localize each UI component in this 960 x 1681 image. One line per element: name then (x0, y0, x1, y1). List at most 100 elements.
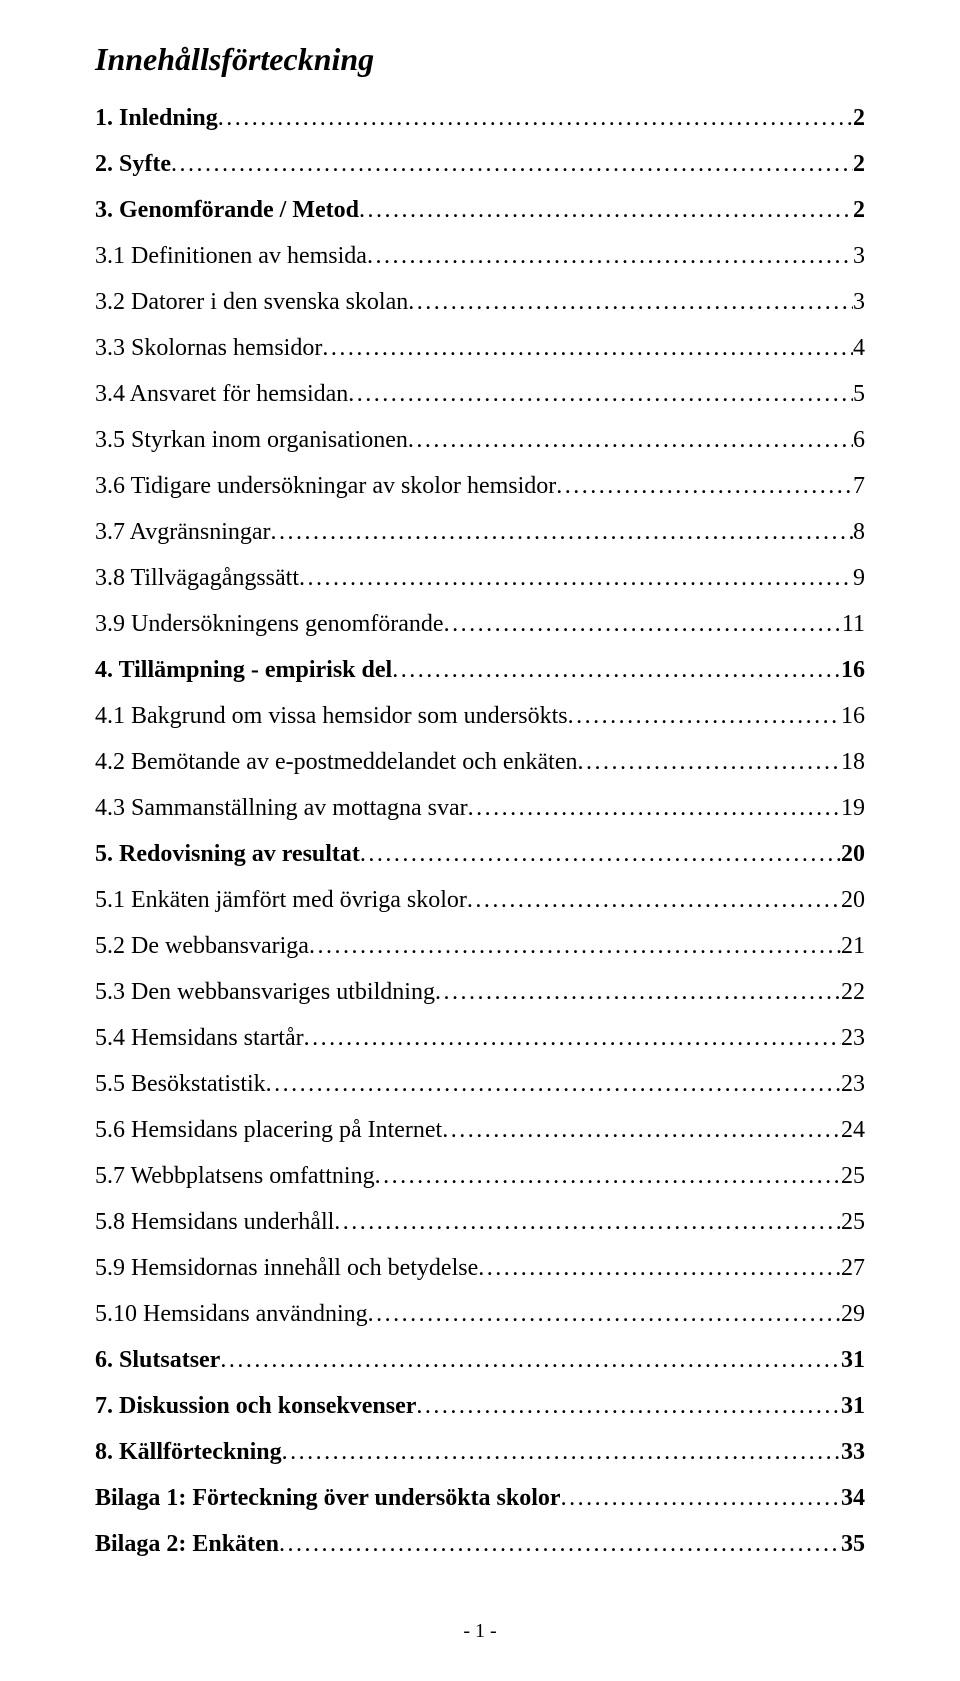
toc-entry: 4.3 Sammanställning av mottagna svar19 (95, 790, 865, 826)
toc-entry-page: 9 (853, 560, 865, 596)
toc-entry-label: 5.5 Besökstatistik (95, 1066, 266, 1102)
toc-entry-label: 8. Källförteckning (95, 1434, 282, 1470)
toc-entry-page: 25 (841, 1158, 865, 1194)
toc-entry: 5.4 Hemsidans startår 23 (95, 1020, 865, 1056)
toc-entry: 5.5 Besökstatistik 23 (95, 1066, 865, 1102)
toc-entry-page: 21 (841, 928, 865, 964)
toc-leader-dots (334, 1204, 841, 1240)
toc-entry: 6. Slutsatser 31 (95, 1342, 865, 1378)
toc-entry-label: 3.7 Avgränsningar (95, 514, 271, 550)
toc-entry: 5.10 Hemsidans användning29 (95, 1296, 865, 1332)
toc-leader-dots (442, 1112, 841, 1148)
toc-entry-label: 6. Slutsatser (95, 1342, 220, 1378)
toc-entry: 3. Genomförande / Metod2 (95, 192, 865, 228)
toc-entry-page: 5 (853, 376, 865, 412)
toc-entry: 3.2 Datorer i den svenska skolan3 (95, 284, 865, 320)
toc-leader-dots (468, 790, 841, 826)
toc-entry-page: 27 (841, 1250, 865, 1286)
toc-leader-dots (309, 928, 841, 964)
toc-entry-label: 3.8 Tillvägagångssätt (95, 560, 299, 596)
toc-entry-label: 4. Tillämpning - empirisk del (95, 652, 392, 688)
page-number-footer: - 1 - (0, 1620, 960, 1643)
toc-entry-page: 2 (853, 146, 865, 182)
toc-entry-label: 3.1 Definitionen av hemsida (95, 238, 367, 274)
toc-entry: 3.3 Skolornas hemsidor4 (95, 330, 865, 366)
toc-entry-label: 4.1 Bakgrund om vissa hemsidor som under… (95, 698, 568, 734)
toc-entry-page: 22 (841, 974, 865, 1010)
toc-entry-label: 5.3 Den webbansvariges utbildning (95, 974, 435, 1010)
toc-entry-page: 23 (841, 1066, 865, 1102)
toc-leader-dots (322, 330, 853, 366)
toc-leader-dots (408, 422, 853, 458)
toc-entry-page: 20 (841, 882, 865, 918)
toc-entry-label: 5.7 Webbplatsens omfattning (95, 1158, 375, 1194)
toc-entry-page: 19 (841, 790, 865, 826)
toc-entry: 5.7 Webbplatsens omfattning 25 (95, 1158, 865, 1194)
toc-entry-label: 3.6 Tidigare undersökningar av skolor he… (95, 468, 556, 504)
toc-leader-dots (299, 560, 853, 596)
toc-leader-dots (416, 1388, 841, 1424)
page-title: Innehållsförteckning (95, 40, 865, 78)
toc-entry-page: 7 (853, 468, 865, 504)
toc-leader-dots (282, 1434, 841, 1470)
toc-entry-label: 5.2 De webbansvariga (95, 928, 309, 964)
toc-entry: 3.4 Ansvaret för hemsidan5 (95, 376, 865, 412)
toc-entry-label: 3.9 Undersökningens genomförande (95, 606, 444, 642)
toc-entry-page: 20 (841, 836, 865, 872)
toc-leader-dots (578, 744, 842, 780)
toc-entry: 3.1 Definitionen av hemsida3 (95, 238, 865, 274)
toc-entry: 3.5 Styrkan inom organisationen6 (95, 422, 865, 458)
toc-entry-page: 25 (841, 1204, 865, 1240)
toc-entry-page: 16 (841, 698, 865, 734)
toc-entry: 5.9 Hemsidornas innehåll och betydelse 27 (95, 1250, 865, 1286)
toc-entry-page: 11 (842, 606, 865, 642)
toc-entry-page: 33 (841, 1434, 865, 1470)
toc-leader-dots (435, 974, 841, 1010)
toc-entry: 2. Syfte 2 (95, 146, 865, 182)
toc-leader-dots (279, 1526, 841, 1562)
toc-leader-dots (367, 238, 853, 274)
toc-entry: 3.6 Tidigare undersökningar av skolor he… (95, 468, 865, 504)
toc-leader-dots (368, 1296, 841, 1332)
toc-entry-label: 4.2 Bemötande av e-postmeddelandet och e… (95, 744, 578, 780)
toc-leader-dots (375, 1158, 841, 1194)
toc-entry: 4.1 Bakgrund om vissa hemsidor som under… (95, 698, 865, 734)
page: Innehållsförteckning 1. Inledning22. Syf… (0, 0, 960, 1681)
toc-entry-label: 5. Redovisning av resultat (95, 836, 360, 872)
toc-leader-dots (408, 284, 853, 320)
toc-entry: 4. Tillämpning - empirisk del16 (95, 652, 865, 688)
toc-entry-label: 7. Diskussion och konsekvenser (95, 1388, 416, 1424)
toc-entry-label: 5.1 Enkäten jämfört med övriga skolor (95, 882, 467, 918)
toc-entry-label: 2. Syfte (95, 146, 171, 182)
toc-entry-page: 34 (841, 1480, 865, 1516)
toc-entry: 5.6 Hemsidans placering på Internet 24 (95, 1112, 865, 1148)
toc-entry-page: 31 (841, 1388, 865, 1424)
toc-entry-label: Bilaga 1: Förteckning över undersökta sk… (95, 1480, 561, 1516)
toc-entry: 4.2 Bemötande av e-postmeddelandet och e… (95, 744, 865, 780)
toc-entry-page: 31 (841, 1342, 865, 1378)
toc-leader-dots (304, 1020, 841, 1056)
toc-entry-label: 1. Inledning (95, 100, 218, 136)
toc-entry-label: 5.9 Hemsidornas innehåll och betydelse (95, 1250, 478, 1286)
table-of-contents: 1. Inledning22. Syfte23. Genomförande / … (95, 100, 865, 1562)
toc-entry: 5.1 Enkäten jämfört med övriga skolor 20 (95, 882, 865, 918)
toc-leader-dots (478, 1250, 841, 1286)
toc-leader-dots (348, 376, 853, 412)
toc-entry: 5.8 Hemsidans underhåll25 (95, 1204, 865, 1240)
toc-entry-label: 3.2 Datorer i den svenska skolan (95, 284, 408, 320)
toc-leader-dots (467, 882, 841, 918)
toc-leader-dots (360, 836, 841, 872)
toc-entry-label: 5.4 Hemsidans startår (95, 1020, 304, 1056)
toc-entry-page: 23 (841, 1020, 865, 1056)
toc-entry-page: 24 (841, 1112, 865, 1148)
toc-entry: 5.3 Den webbansvariges utbildning 22 (95, 974, 865, 1010)
toc-entry-page: 6 (853, 422, 865, 458)
toc-entry: Bilaga 2: Enkäten 35 (95, 1526, 865, 1562)
toc-entry: 3.9 Undersökningens genomförande 11 (95, 606, 865, 642)
toc-entry: 1. Inledning2 (95, 100, 865, 136)
toc-entry: 3.7 Avgränsningar8 (95, 514, 865, 550)
toc-entry-label: Bilaga 2: Enkäten (95, 1526, 279, 1562)
toc-entry-page: 35 (841, 1526, 865, 1562)
toc-entry-page: 2 (853, 192, 865, 228)
toc-entry-label: 5.6 Hemsidans placering på Internet (95, 1112, 442, 1148)
